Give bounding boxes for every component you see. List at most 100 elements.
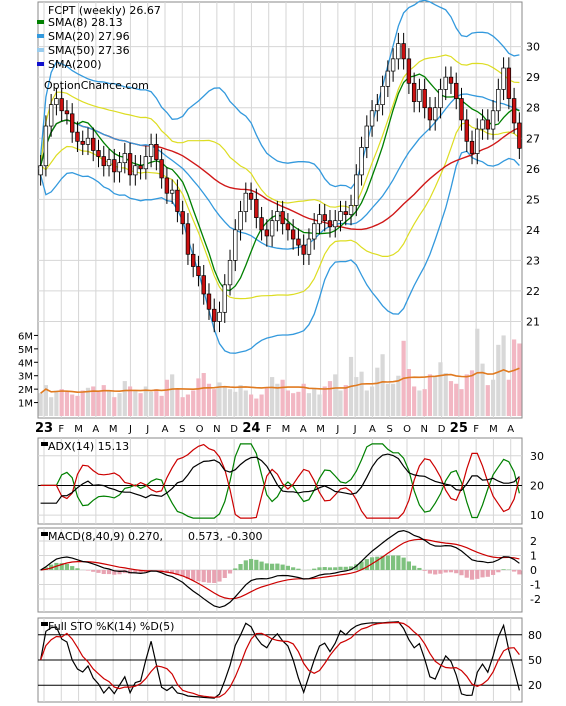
volume-bar bbox=[501, 335, 506, 416]
volume-bar bbox=[175, 389, 180, 416]
volume-bar bbox=[433, 377, 438, 416]
macd-histogram-bar bbox=[112, 570, 117, 575]
candle-body bbox=[217, 311, 222, 322]
candle-body bbox=[333, 220, 338, 228]
macd-histogram-bar bbox=[243, 560, 248, 570]
volume-bar bbox=[238, 385, 243, 416]
candle-body bbox=[506, 67, 512, 99]
candle-body bbox=[96, 150, 101, 157]
macd-histogram-bar bbox=[317, 567, 322, 570]
candle-body bbox=[180, 211, 185, 225]
candle-body bbox=[75, 131, 80, 142]
price-tick-label: 29 bbox=[526, 71, 540, 84]
macd-histogram-bar bbox=[248, 558, 254, 570]
candle-body bbox=[254, 198, 259, 218]
volume-bar bbox=[369, 386, 375, 416]
macd-histogram-bar bbox=[170, 570, 175, 574]
volume-bar bbox=[38, 393, 43, 416]
volume-bar bbox=[327, 381, 333, 416]
candle-body bbox=[54, 98, 59, 106]
candle-body bbox=[227, 260, 233, 286]
candle-body bbox=[390, 58, 396, 72]
macd-histogram-bar bbox=[212, 570, 217, 584]
volume-bar bbox=[285, 390, 290, 416]
adx-tick-label: 30 bbox=[530, 450, 544, 463]
candle-body bbox=[427, 107, 433, 121]
x-axis-label: A bbox=[162, 424, 169, 435]
volume-tick-label: 2M bbox=[18, 385, 33, 396]
candle-body bbox=[401, 43, 406, 60]
volume-bar bbox=[464, 374, 469, 416]
volume-bar bbox=[454, 383, 459, 416]
candle-body bbox=[148, 144, 154, 157]
volume-bar bbox=[222, 386, 227, 416]
plus-di-line bbox=[40, 443, 520, 519]
x-axis-label: D bbox=[230, 424, 238, 435]
volume-tick-label: 4M bbox=[18, 358, 33, 369]
volume-bar bbox=[206, 383, 212, 416]
candle-body bbox=[117, 162, 122, 173]
x-axis-label: S bbox=[179, 424, 185, 435]
macd-histogram-bar bbox=[259, 561, 264, 570]
macd-histogram-bar bbox=[285, 565, 290, 570]
macd-histogram-bar bbox=[333, 567, 338, 570]
x-axis-label: J bbox=[335, 424, 339, 435]
macd-histogram-bar bbox=[191, 570, 196, 581]
volume-bar bbox=[164, 379, 169, 416]
x-axis-label: S bbox=[387, 424, 393, 435]
volume-bar bbox=[233, 391, 238, 416]
volume-bar bbox=[106, 390, 112, 416]
volume-bar bbox=[143, 386, 148, 416]
volume-bar bbox=[275, 383, 280, 416]
volume-bar bbox=[317, 394, 322, 416]
volume-bar bbox=[49, 397, 54, 416]
macd-histogram-bar bbox=[364, 559, 369, 570]
candle-body bbox=[338, 211, 343, 222]
volume-bar bbox=[291, 393, 296, 416]
volume-bar bbox=[380, 354, 385, 416]
x-axis-label: 24 bbox=[242, 421, 260, 436]
volume-bar bbox=[469, 370, 475, 416]
macd-histogram-bar bbox=[338, 566, 343, 570]
macd-histogram-bar bbox=[312, 568, 317, 570]
volume-bar bbox=[354, 377, 359, 416]
volume-bar bbox=[154, 389, 159, 416]
candle-body bbox=[70, 113, 75, 133]
candle-body bbox=[80, 140, 85, 145]
volume-bar bbox=[280, 379, 285, 416]
adx-swatch bbox=[41, 442, 48, 446]
candle-body bbox=[417, 89, 422, 102]
volume-average-line bbox=[40, 367, 520, 394]
candle-body bbox=[243, 192, 248, 212]
candle-body bbox=[269, 220, 275, 237]
candle-body bbox=[301, 244, 306, 255]
macd-histogram-bar bbox=[422, 570, 427, 571]
macd-histogram-bar bbox=[512, 570, 517, 572]
volume-bar bbox=[375, 367, 380, 416]
watermark-text: OptionChance.com bbox=[44, 79, 149, 92]
volume-bar bbox=[127, 386, 133, 416]
candle-body bbox=[212, 308, 217, 322]
macd-histogram-bar bbox=[117, 570, 122, 575]
sto-tick-label: 20 bbox=[528, 679, 542, 692]
candle-body bbox=[369, 110, 375, 127]
macd-histogram-bar bbox=[412, 565, 417, 570]
candle-body bbox=[322, 214, 327, 222]
volume-bar bbox=[312, 387, 317, 416]
macd-histogram-bar bbox=[454, 570, 459, 574]
candle-body bbox=[475, 128, 480, 154]
macd-histogram-bar bbox=[490, 570, 496, 575]
macd-histogram-bar bbox=[222, 570, 227, 578]
candle-body bbox=[448, 76, 454, 84]
volume-bar bbox=[191, 390, 196, 416]
volume-bar bbox=[364, 390, 369, 416]
volume-bar bbox=[138, 393, 143, 416]
volume-bar bbox=[338, 390, 343, 416]
candle-body bbox=[285, 223, 291, 231]
adx-label: ADX(14) 15.13 bbox=[48, 440, 129, 453]
macd-histogram-bar bbox=[448, 570, 454, 573]
volume-tick-label: 6M bbox=[18, 331, 33, 342]
volume-bar bbox=[270, 377, 275, 416]
candle-body bbox=[259, 217, 264, 231]
macd-histogram-bar bbox=[91, 570, 96, 572]
